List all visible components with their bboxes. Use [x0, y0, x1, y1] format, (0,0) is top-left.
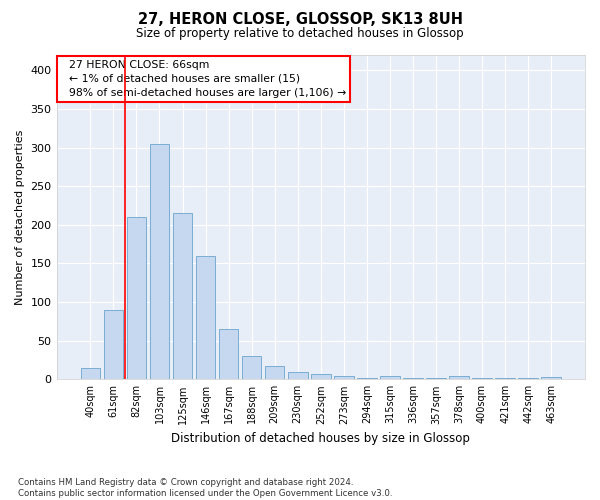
Bar [541, 377, 561, 380]
X-axis label: Distribution of detached houses by size in Glossop: Distribution of detached houses by size … [172, 432, 470, 445]
Bar [426, 378, 446, 380]
Y-axis label: Number of detached properties: Number of detached properties [15, 130, 25, 305]
Bar [149, 144, 169, 380]
Bar [472, 378, 492, 380]
Bar [518, 378, 538, 380]
Bar [357, 378, 377, 380]
Bar [449, 376, 469, 380]
Bar [265, 366, 284, 380]
Bar [288, 372, 308, 380]
Bar [219, 329, 238, 380]
Bar [403, 378, 423, 380]
Bar [496, 378, 515, 380]
Bar [380, 376, 400, 380]
Bar [242, 356, 262, 380]
Bar [196, 256, 215, 380]
Bar [173, 214, 193, 380]
Text: Contains HM Land Registry data © Crown copyright and database right 2024.
Contai: Contains HM Land Registry data © Crown c… [18, 478, 392, 498]
Bar [80, 368, 100, 380]
Bar [334, 376, 353, 380]
Bar [311, 374, 331, 380]
Text: Size of property relative to detached houses in Glossop: Size of property relative to detached ho… [136, 28, 464, 40]
Bar [127, 217, 146, 380]
Text: 27 HERON CLOSE: 66sqm
  ← 1% of detached houses are smaller (15)
  98% of semi-d: 27 HERON CLOSE: 66sqm ← 1% of detached h… [62, 60, 346, 98]
Text: 27, HERON CLOSE, GLOSSOP, SK13 8UH: 27, HERON CLOSE, GLOSSOP, SK13 8UH [137, 12, 463, 28]
Bar [104, 310, 123, 380]
